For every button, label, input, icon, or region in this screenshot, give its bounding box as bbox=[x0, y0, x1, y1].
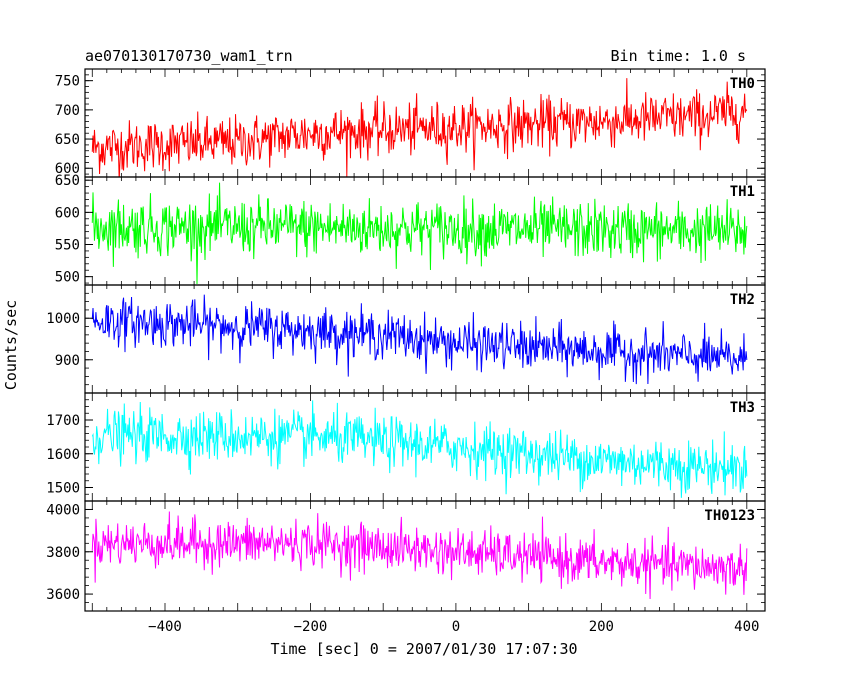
y-tick-label: 900 bbox=[55, 353, 80, 369]
panel-frame bbox=[84, 68, 766, 178]
x-tick-label: −200 bbox=[294, 619, 328, 635]
y-tick-label: 600 bbox=[55, 161, 80, 177]
panel-th0: 600 650 700 750 TH0 bbox=[55, 68, 766, 178]
y-tick-label: 1700 bbox=[46, 413, 80, 429]
series-line-th1 bbox=[91, 182, 748, 284]
y-tick-label: 550 bbox=[55, 238, 80, 254]
panel-th3: 1500 1600 1700 TH3 bbox=[46, 392, 766, 502]
y-tick-label: 1600 bbox=[46, 447, 80, 463]
y-tick-label: 3600 bbox=[46, 587, 80, 603]
y-tick-label: 700 bbox=[55, 103, 80, 119]
y-tick-label: 750 bbox=[55, 74, 80, 90]
series-line-th2 bbox=[91, 294, 748, 385]
series-line-th0 bbox=[91, 78, 748, 177]
y-tick-label: 1500 bbox=[46, 481, 80, 497]
series-line-th3 bbox=[91, 400, 748, 498]
panel-label-th3: TH3 bbox=[730, 400, 755, 416]
chart-title: ae070130170730_wam1_trn bbox=[85, 47, 293, 65]
y-tick-label: 650 bbox=[55, 173, 80, 189]
bin-time-label: Bin time: 1.0 s bbox=[611, 47, 746, 65]
x-tick-label: −400 bbox=[148, 619, 182, 635]
panel-frame bbox=[84, 500, 766, 612]
panel-th1: 500 550 600 650 TH1 bbox=[55, 173, 766, 286]
panel-label-th0123: TH0123 bbox=[704, 508, 755, 524]
x-tick-label: 400 bbox=[734, 619, 759, 635]
panel-label-th1: TH1 bbox=[730, 184, 755, 200]
y-tick-label: 650 bbox=[55, 132, 80, 148]
y-tick-label: 600 bbox=[55, 205, 80, 221]
y-tick-label: 3800 bbox=[46, 545, 80, 561]
y-tick-label: 4000 bbox=[46, 502, 80, 518]
panel-label-th2: TH2 bbox=[730, 292, 755, 308]
y-tick-label: 500 bbox=[55, 270, 80, 286]
panel-th2: 900 1000 TH2 bbox=[46, 284, 766, 394]
panel-label-th0: TH0 bbox=[730, 76, 755, 92]
panel-th0123: 3600 3800 4000 TH0123 bbox=[46, 500, 766, 612]
x-axis-label: Time [sec] 0 = 2007/01/30 17:07:30 bbox=[270, 640, 577, 658]
series-line-th0123 bbox=[91, 511, 748, 600]
x-tick-label: 200 bbox=[589, 619, 614, 635]
y-axis-label: Counts/sec bbox=[2, 300, 20, 390]
x-tick-label: 0 bbox=[452, 619, 460, 635]
y-tick-label: 1000 bbox=[46, 311, 80, 327]
